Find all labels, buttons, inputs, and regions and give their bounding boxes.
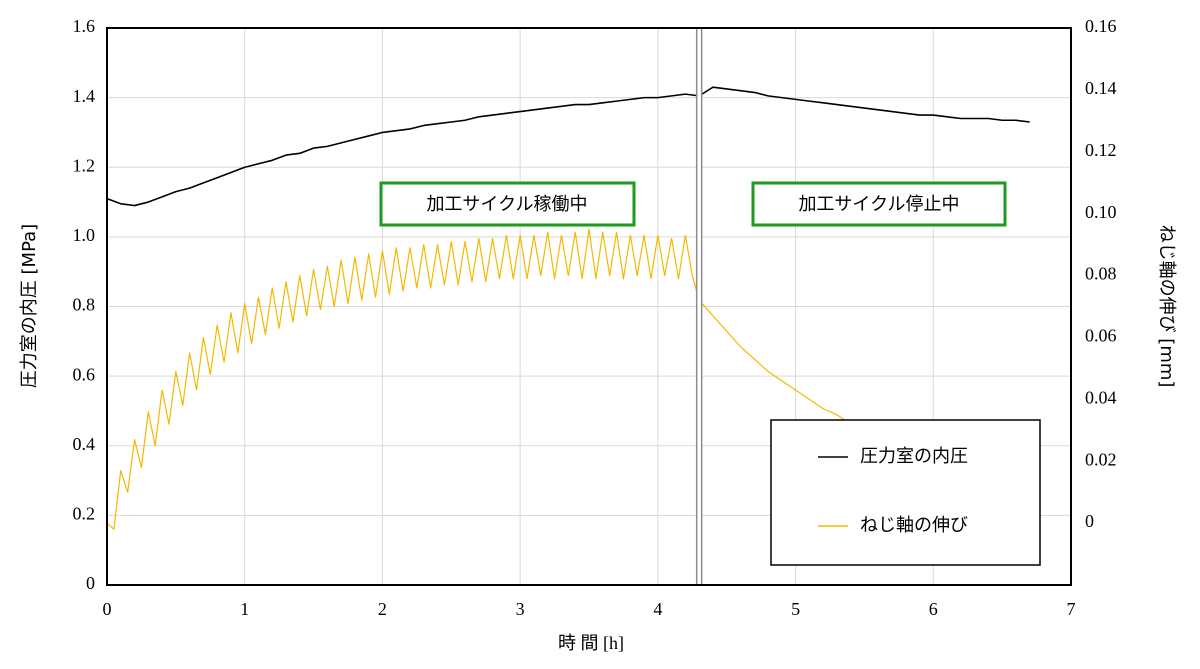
- y-tick-label: 0.2: [73, 504, 96, 524]
- legend-label: ねじ軸の伸び: [860, 515, 968, 536]
- annotations: 加工サイクル稼働中 加工サイクル停止中: [379, 181, 1007, 227]
- y2-axis-label: ねじ軸の伸び [mm]: [1156, 225, 1177, 388]
- y-tick-label: 0.6: [73, 364, 96, 384]
- y-tick-label: 0.4: [73, 434, 96, 454]
- annotation: 加工サイクル稼働中: [426, 194, 587, 215]
- y2-tick-label: 0.08: [1085, 264, 1117, 284]
- reference-line: [695, 27, 703, 586]
- x-tick-label: 4: [653, 599, 662, 619]
- series-line: [106, 228, 1030, 530]
- y2-tick-label: 0.14: [1085, 78, 1117, 98]
- x-tick-label: 1: [240, 599, 249, 619]
- y2-tick-label: 0.02: [1085, 449, 1117, 469]
- x-tick-label: 7: [1067, 599, 1076, 619]
- legend-label: 圧力室の内圧: [860, 446, 968, 467]
- x-axis-label: 時 間 [h]: [558, 633, 624, 653]
- x-tick-label: 0: [103, 599, 112, 619]
- y-tick-label: 0: [86, 573, 95, 593]
- y2-tick-label: 0.16: [1085, 16, 1117, 36]
- x-tick-label: 5: [791, 599, 800, 619]
- annotation-box: [751, 181, 1007, 227]
- legend-box: [770, 419, 1041, 566]
- plot-frame: [106, 27, 1072, 586]
- x-tick-label: 3: [516, 599, 525, 619]
- y2-tick-label: 0: [1085, 511, 1094, 531]
- y-tick-label: 1.6: [73, 16, 96, 36]
- y2-tick-label: 0.12: [1085, 140, 1117, 160]
- y-tick-label: 0.8: [73, 295, 96, 315]
- grid: [106, 27, 1072, 586]
- annotation: 加工サイクル停止中: [798, 194, 959, 215]
- series-line: [106, 86, 1030, 207]
- y2-tick-label: 0.06: [1085, 326, 1117, 346]
- y2-tick-label: 0.04: [1085, 387, 1117, 407]
- x-tick-label: 2: [378, 599, 387, 619]
- x-tick-label: 6: [929, 599, 938, 619]
- y-tick-label: 1.0: [73, 225, 96, 245]
- y-tick-label: 1.4: [73, 86, 96, 106]
- annotation-box: [379, 181, 636, 227]
- y2-tick-label: 0.10: [1085, 202, 1117, 222]
- y-axis-label: 圧力室の内圧 [MPa]: [19, 224, 40, 388]
- y-tick-label: 1.2: [73, 155, 96, 175]
